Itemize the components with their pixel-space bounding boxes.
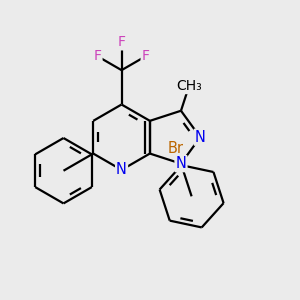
Text: N: N [176, 156, 186, 171]
Text: F: F [94, 49, 101, 63]
Text: Br: Br [168, 141, 184, 156]
Text: F: F [118, 35, 126, 50]
Text: F: F [142, 49, 150, 63]
Text: N: N [195, 130, 206, 145]
Text: CH₃: CH₃ [176, 79, 202, 93]
Text: N: N [116, 162, 127, 177]
